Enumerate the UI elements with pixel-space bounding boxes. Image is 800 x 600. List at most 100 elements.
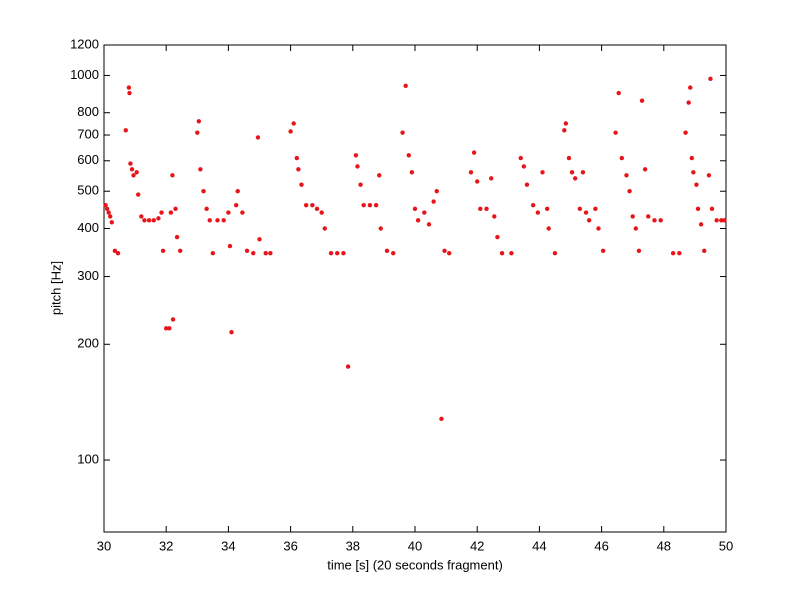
- point: [129, 167, 135, 172]
- x-tick-label: 30: [97, 538, 111, 553]
- point: [367, 202, 373, 208]
- point: [636, 248, 642, 254]
- x-tick-label: 46: [594, 538, 608, 553]
- point: [593, 206, 598, 212]
- point: [384, 248, 390, 254]
- point: [288, 129, 293, 134]
- point: [688, 85, 693, 90]
- point: [177, 248, 183, 254]
- point: [244, 248, 250, 254]
- point: [586, 218, 592, 223]
- point: [400, 130, 405, 135]
- point: [633, 226, 639, 231]
- point: [646, 214, 651, 219]
- x-axis-label: time [s] (20 seconds fragment): [327, 557, 503, 572]
- point: [353, 153, 359, 158]
- point: [624, 173, 629, 178]
- point: [373, 202, 379, 208]
- x-tick-label: 42: [470, 538, 484, 553]
- point: [706, 173, 712, 178]
- point: [415, 218, 421, 223]
- y-tick-label: 1200: [70, 36, 99, 51]
- point: [227, 243, 233, 249]
- point: [108, 214, 113, 219]
- point: [174, 234, 180, 240]
- point: [391, 251, 396, 256]
- point: [535, 210, 541, 215]
- point: [495, 234, 500, 240]
- point: [683, 130, 688, 135]
- point: [328, 251, 334, 256]
- point: [431, 199, 436, 204]
- x-tick-label: 50: [719, 538, 733, 553]
- y-tick-label: 400: [77, 220, 99, 235]
- point: [134, 170, 139, 175]
- point: [580, 170, 586, 175]
- point: [299, 182, 304, 187]
- point: [583, 210, 589, 215]
- point: [104, 206, 110, 212]
- point: [439, 416, 444, 422]
- point: [173, 206, 178, 212]
- point: [233, 202, 239, 208]
- plot-frame: [103, 44, 727, 533]
- point: [616, 90, 621, 96]
- point: [719, 218, 724, 223]
- point: [695, 206, 701, 212]
- point: [210, 251, 216, 256]
- point: [562, 128, 567, 133]
- point: [207, 218, 212, 223]
- point: [156, 216, 161, 221]
- y-tick-label: 200: [77, 336, 99, 351]
- point: [442, 248, 447, 254]
- point: [544, 206, 550, 212]
- point: [170, 173, 175, 178]
- point: [229, 329, 234, 335]
- point: [310, 202, 315, 208]
- x-tick-label: 32: [159, 538, 173, 553]
- point: [235, 189, 240, 194]
- point: [630, 214, 635, 219]
- point: [708, 76, 713, 82]
- point: [257, 237, 262, 242]
- y-tick-label: 500: [77, 183, 99, 198]
- point: [226, 210, 231, 215]
- point: [566, 155, 572, 161]
- point: [627, 189, 632, 194]
- point: [702, 248, 707, 254]
- point: [168, 210, 174, 215]
- x-tick-label: 38: [346, 538, 360, 553]
- point: [322, 226, 328, 231]
- point: [670, 251, 676, 256]
- point: [195, 130, 200, 135]
- point: [677, 251, 682, 256]
- point: [335, 251, 340, 256]
- point: [434, 189, 439, 194]
- point: [412, 206, 418, 212]
- x-tick-label: 34: [221, 538, 235, 553]
- point: [540, 170, 545, 175]
- point: [488, 176, 494, 181]
- point: [128, 161, 133, 166]
- point: [509, 251, 514, 256]
- point: [126, 85, 132, 90]
- point: [167, 326, 172, 331]
- point: [600, 248, 606, 254]
- point: [303, 202, 309, 208]
- point: [201, 189, 206, 194]
- point: [478, 206, 483, 212]
- point: [613, 130, 618, 135]
- point: [341, 251, 346, 256]
- point: [268, 251, 273, 256]
- x-tick-label: 40: [408, 538, 422, 553]
- point: [263, 251, 268, 256]
- point: [471, 150, 477, 155]
- point: [164, 326, 169, 331]
- y-tick-label: 700: [77, 126, 99, 141]
- point: [123, 128, 128, 133]
- point: [468, 170, 474, 175]
- point: [109, 220, 114, 225]
- point: [196, 119, 202, 124]
- point: [447, 251, 452, 256]
- point: [103, 202, 108, 208]
